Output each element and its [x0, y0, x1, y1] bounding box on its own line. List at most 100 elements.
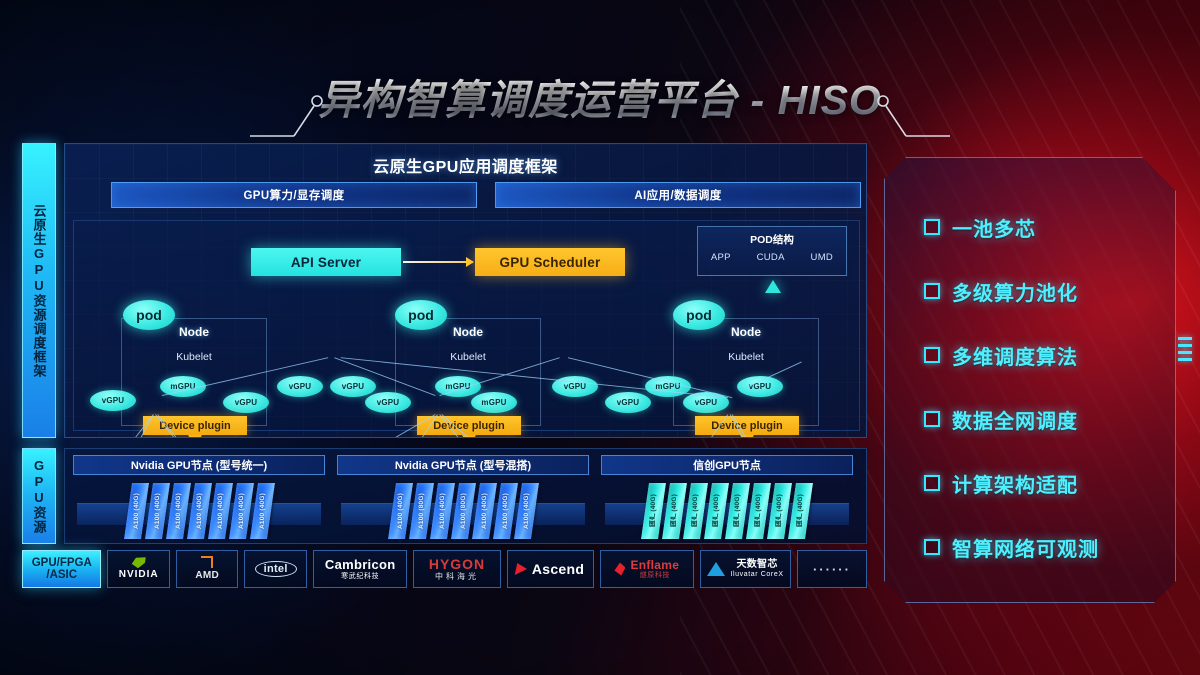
checkbox-square-icon[interactable]	[924, 411, 940, 427]
pill-ai-data-label: AI应用/数据调度	[634, 190, 722, 202]
side-label-framework-text: 云原生GPU资源调度框架	[31, 203, 47, 378]
checkbox-square-icon[interactable]	[924, 347, 940, 363]
gpu-unit-n3-1[interactable]: vGPU	[683, 392, 729, 413]
device-plugin-3-label: Device plugin	[711, 419, 783, 432]
gpu-card-3-5-label: 国产 (40G)	[733, 494, 741, 528]
gpu-card-1-6-label: A100 (40G)	[237, 493, 245, 529]
gpu-unit-n3-0[interactable]: mGPU	[645, 376, 691, 397]
gpu-card-2-4[interactable]: A100 (80G)	[450, 483, 476, 539]
gpu-card-1-2[interactable]: A100 (40G)	[144, 483, 170, 539]
side-label-framework: 云原生GPU资源调度框架	[22, 143, 56, 438]
capability-item-4[interactable]: 数据全网调度	[924, 387, 1164, 451]
capability-item-6[interactable]: 智算网络可观测	[924, 515, 1164, 579]
gpu-card-2-3-label: A100 (40G)	[438, 493, 446, 529]
gpu-card-1-2-label: A100 (40G)	[153, 493, 161, 529]
node-group-2: Node Kubelet	[395, 318, 541, 426]
gpu-unit-n2-5[interactable]: vGPU	[605, 392, 651, 413]
gpu-unit-n1-3[interactable]: vGPU	[223, 392, 269, 413]
vendor-logo-nvidia[interactable]: NVIDIA	[107, 550, 170, 588]
api-to-scheduler-arrow	[403, 257, 474, 267]
vendor-ascend-name: Ascend	[531, 561, 585, 577]
gpu-unit-n3-1-label: vGPU	[694, 398, 718, 407]
gpu-card-2-2[interactable]: A100 (80G)	[408, 483, 434, 539]
device-plugin-2[interactable]: Device plugin	[417, 416, 521, 435]
node-1-kubelet: Kubelet	[176, 351, 212, 363]
vendor-iluvatar-sub: Iluvatar CoreX	[730, 571, 784, 579]
checkbox-square-icon[interactable]	[924, 219, 940, 235]
gpu-unit-n3-2[interactable]: vGPU	[737, 376, 783, 397]
gpu-card-1-3-label: A100 (40G)	[174, 493, 182, 529]
gpu-card-stack-1: A100 (40G) A100 (40G) A100 (40G) A100 (40G)…	[73, 483, 325, 539]
vendor-logo-iluvatar[interactable]: 天数智芯 Iluvatar CoreX	[700, 550, 791, 588]
capability-item-3[interactable]: 多维调度算法	[924, 323, 1164, 387]
vendor-logo-ascend[interactable]: Ascend	[506, 550, 594, 588]
ascend-mark-icon	[514, 563, 529, 575]
vendor-logo-cambricon[interactable]: Cambricon 寒武纪科技	[312, 550, 408, 588]
gpu-card-2-6[interactable]: A100 (40G)	[492, 483, 518, 539]
gpu-card-1-3[interactable]: A100 (40G)	[165, 483, 191, 539]
gpu-unit-n2-0[interactable]: vGPU	[330, 376, 376, 397]
vendor-logo-row: GPU/FPGA/ASIC NVIDIA AMD intel Cambricon 寒武纪科…	[22, 550, 867, 588]
gpu-card-2-1[interactable]: A100 (40G)	[387, 483, 413, 539]
vendor-logo-intel[interactable]: intel	[244, 550, 307, 588]
gpu-card-3-8[interactable]: 国产 (40G)	[788, 483, 813, 539]
gpu-resources-band: Nvidia GPU节点 (型号统一) A100 (40G) A100 (40G)…	[64, 448, 867, 544]
capability-item-5[interactable]: 计算架构适配	[924, 451, 1164, 515]
gpu-unit-n2-3[interactable]: mGPU	[471, 392, 517, 413]
vendor-logo-amd[interactable]: AMD	[175, 550, 239, 588]
gpu-unit-n1-3-label: vGPU	[234, 398, 258, 407]
gpu-scheduler-label: GPU Scheduler	[499, 254, 601, 270]
checkbox-square-icon[interactable]	[924, 539, 940, 555]
gpu-unit-n2-3-label: mGPU	[481, 398, 507, 407]
enflame-flame-icon	[614, 562, 626, 576]
gpu-card-1-4[interactable]: A100 (40G)	[186, 483, 212, 539]
checkbox-square-icon[interactable]	[924, 283, 940, 299]
gpu-card-2-3[interactable]: A100 (40G)	[429, 483, 455, 539]
pod-structure-item-app: APP	[710, 252, 731, 263]
vendor-logo-first[interactable]: GPU/FPGA/ASIC	[22, 550, 102, 588]
capability-item-3-label: 多维调度算法	[952, 346, 1078, 369]
device-plugin-1[interactable]: Device plugin	[143, 416, 247, 435]
gpu-card-1-6[interactable]: A100 (40G)	[228, 483, 254, 539]
gpu-unit-n2-2-label: mGPU	[445, 382, 471, 391]
gpu-card-3-1-label: 国产 (40G)	[649, 494, 657, 528]
gpu-card-3-3-label: 国产 (40G)	[691, 494, 699, 528]
vendor-cambricon-name: Cambricon	[324, 557, 396, 572]
gpu-card-stack-3: 国产 (40G) 国产 (40G) 国产 (40G) 国产 (40G) 国产 (40G)…	[601, 483, 853, 539]
capability-item-2[interactable]: 多级算力池化	[924, 259, 1164, 323]
gpu-card-1-1[interactable]: A100 (40G)	[123, 483, 149, 539]
capability-item-1[interactable]: 一池多芯	[924, 195, 1164, 259]
device-plugin-3[interactable]: Device plugin	[695, 416, 799, 435]
pill-gpu-compute-scheduling[interactable]: GPU算力/显存调度	[111, 182, 477, 208]
gpu-unit-n1-4[interactable]: vGPU	[277, 376, 323, 397]
gpu-card-2-7[interactable]: A100 (40G)	[513, 483, 539, 539]
amd-arrow-icon	[201, 556, 214, 569]
gpu-card-1-5[interactable]: A100 (40G)	[207, 483, 233, 539]
panel-side-accent-bars	[1178, 337, 1192, 365]
pod-node-1[interactable]: pod	[123, 300, 175, 330]
gpu-unit-n2-4[interactable]: vGPU	[552, 376, 598, 397]
vendor-hygon-sub: 中科海光	[435, 571, 479, 581]
gpu-card-2-5[interactable]: A100 (40G)	[471, 483, 497, 539]
gpu-unit-n1-2[interactable]: mGPU	[160, 376, 206, 397]
vendor-logo-more[interactable]: ······	[796, 550, 867, 588]
gpu-unit-n2-1[interactable]: vGPU	[365, 392, 411, 413]
gpu-scheduler-box[interactable]: GPU Scheduler	[475, 248, 625, 276]
pod-structure-item-umd: UMD	[810, 252, 834, 263]
node-2-kubelet: Kubelet	[450, 351, 486, 363]
gpu-unit-n1-1[interactable]: vGPU	[90, 390, 136, 411]
pill-ai-data-scheduling[interactable]: AI应用/数据调度	[495, 182, 861, 208]
gpu-node-column-2-title: Nvidia GPU节点 (型号混搭)	[337, 455, 589, 475]
checkbox-square-icon[interactable]	[924, 475, 940, 491]
framework-heading: 云原生GPU应用调度框架	[373, 159, 558, 176]
api-server-box[interactable]: API Server	[251, 248, 401, 276]
gpu-unit-n2-2[interactable]: mGPU	[435, 376, 481, 397]
pod-node-3[interactable]: pod	[673, 300, 725, 330]
gpu-card-3-2-label: 国产 (40G)	[670, 494, 678, 528]
vendor-logo-enflame[interactable]: Enflame 燧原科技	[599, 550, 695, 588]
pod-node-2[interactable]: pod	[395, 300, 447, 330]
vendor-intel-name: intel	[254, 561, 297, 577]
gpu-card-1-7[interactable]: A100 (40G)	[249, 483, 275, 539]
vendor-logo-hygon[interactable]: HYGON 中科海光	[413, 550, 501, 588]
